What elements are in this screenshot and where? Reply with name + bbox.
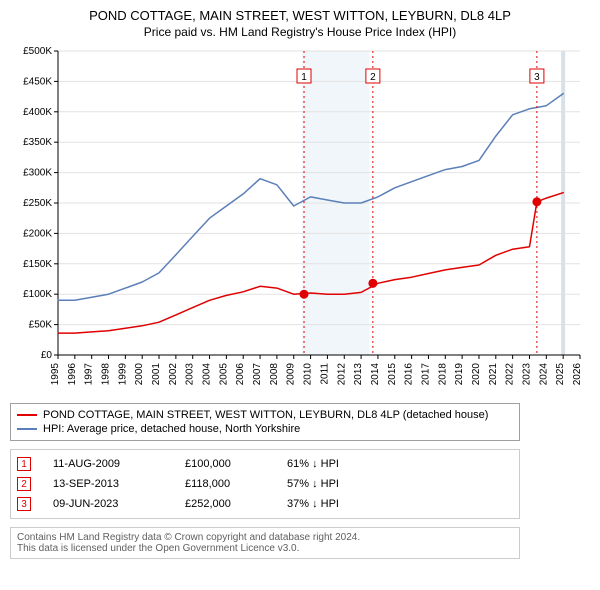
event-box-label-1: 1 bbox=[301, 72, 307, 83]
x-tick-label: 2020 bbox=[471, 363, 482, 386]
sale-dot-1 bbox=[300, 290, 309, 299]
event-row-2: 2 13-SEP-2013 £118,000 57% ↓ HPI bbox=[17, 474, 513, 494]
x-tick-label: 2024 bbox=[538, 363, 549, 386]
y-tick-label: £0 bbox=[41, 350, 53, 361]
x-tick-label: 2005 bbox=[218, 363, 229, 386]
event-marker-2: 2 bbox=[17, 477, 31, 491]
event-price-3: £252,000 bbox=[185, 498, 265, 510]
events-box: 1 11-AUG-2009 £100,000 61% ↓ HPI 2 13-SEP-201… bbox=[10, 449, 520, 519]
y-tick-label: £250K bbox=[23, 198, 52, 209]
legend-swatch-1 bbox=[17, 428, 37, 430]
chart-svg: £0 £50K £100K £150K £200K £250K £300K £350K £400… bbox=[10, 45, 590, 395]
chart-title-subtitle: Price paid vs. HM Land Registry's House … bbox=[10, 25, 590, 39]
legend-row-0: POND COTTAGE, MAIN STREET, WEST WITTON, … bbox=[17, 408, 513, 422]
event-marker-3: 3 bbox=[17, 497, 31, 511]
credits-box: Contains HM Land Registry data © Crown c… bbox=[10, 527, 520, 559]
legend-label-1: HPI: Average price, detached house, Nort… bbox=[43, 423, 300, 435]
event-date-1: 11-AUG-2009 bbox=[53, 458, 163, 470]
chart-title-address: POND COTTAGE, MAIN STREET, WEST WITTON, … bbox=[10, 8, 590, 23]
legend-label-0: POND COTTAGE, MAIN STREET, WEST WITTON, … bbox=[43, 409, 488, 421]
event-box-label-2: 2 bbox=[370, 72, 376, 83]
event-price-1: £100,000 bbox=[185, 458, 265, 470]
credits-line1: Contains HM Land Registry data © Crown c… bbox=[17, 532, 513, 543]
legend-row-1: HPI: Average price, detached house, Nort… bbox=[17, 422, 513, 436]
x-tick-label: 2004 bbox=[202, 363, 213, 386]
y-tick-label: £450K bbox=[23, 76, 52, 87]
x-tick-label: 2014 bbox=[370, 363, 381, 386]
event-box-label-3: 3 bbox=[534, 72, 540, 83]
x-tick-label: 1998 bbox=[101, 363, 112, 386]
x-tick-label: 2015 bbox=[387, 363, 398, 386]
event-marker-1: 1 bbox=[17, 457, 31, 471]
x-tick-label: 2008 bbox=[269, 363, 280, 386]
x-tick-label: 2019 bbox=[454, 363, 465, 386]
x-tick-label: 2001 bbox=[151, 363, 162, 386]
y-tick-label: £500K bbox=[23, 46, 52, 57]
sale-dot-2 bbox=[368, 279, 377, 288]
x-tick-label: 2022 bbox=[505, 363, 516, 386]
x-tick-label: 2006 bbox=[235, 363, 246, 386]
x-tick-label: 2000 bbox=[134, 363, 145, 386]
y-tick-label: £400K bbox=[23, 107, 52, 118]
chart-area: £0 £50K £100K £150K £200K £250K £300K £350K £400… bbox=[10, 45, 590, 395]
sale-dot-3 bbox=[532, 197, 541, 206]
x-tick-label: 1995 bbox=[50, 363, 61, 386]
y-tick-label: £100K bbox=[23, 289, 52, 300]
x-tick-label: 2012 bbox=[336, 363, 347, 386]
event-date-2: 13-SEP-2013 bbox=[53, 478, 163, 490]
event-note-1: 61% ↓ HPI bbox=[287, 458, 513, 470]
y-tick-label: £300K bbox=[23, 168, 52, 179]
event-note-3: 37% ↓ HPI bbox=[287, 498, 513, 510]
x-tick-label: 1997 bbox=[84, 363, 95, 386]
event-price-2: £118,000 bbox=[185, 478, 265, 490]
x-tick-label: 2017 bbox=[420, 363, 431, 386]
x-tick-label: 2007 bbox=[252, 363, 263, 386]
legend-swatch-0 bbox=[17, 414, 37, 416]
x-tick-label: 2025 bbox=[555, 363, 566, 386]
y-tick-label: £150K bbox=[23, 259, 52, 270]
x-tick-label: 2003 bbox=[185, 363, 196, 386]
legend-box: POND COTTAGE, MAIN STREET, WEST WITTON, … bbox=[10, 403, 520, 441]
y-tick-label: £50K bbox=[29, 320, 53, 331]
x-tick-label: 2013 bbox=[353, 363, 364, 386]
x-tick-label: 2018 bbox=[437, 363, 448, 386]
event-row-1: 1 11-AUG-2009 £100,000 61% ↓ HPI bbox=[17, 454, 513, 474]
x-tick-label: 2009 bbox=[286, 363, 297, 386]
credits-line2: This data is licensed under the Open Gov… bbox=[17, 543, 513, 554]
x-tick-label: 2011 bbox=[319, 363, 330, 385]
y-tick-label: £350K bbox=[23, 137, 52, 148]
event-row-3: 3 09-JUN-2023 £252,000 37% ↓ HPI bbox=[17, 494, 513, 514]
event-date-3: 09-JUN-2023 bbox=[53, 498, 163, 510]
x-tick-label: 1996 bbox=[67, 363, 78, 386]
x-tick-label: 2010 bbox=[303, 363, 314, 386]
x-tick-label: 2021 bbox=[488, 363, 499, 386]
x-tick-label: 1999 bbox=[117, 363, 128, 386]
x-tick-label: 2023 bbox=[521, 363, 532, 386]
x-tick-label: 2026 bbox=[572, 363, 583, 386]
y-tick-label: £200K bbox=[23, 228, 52, 239]
x-tick-label: 2002 bbox=[168, 363, 179, 386]
x-tick-label: 2016 bbox=[404, 363, 415, 386]
event-note-2: 57% ↓ HPI bbox=[287, 478, 513, 490]
